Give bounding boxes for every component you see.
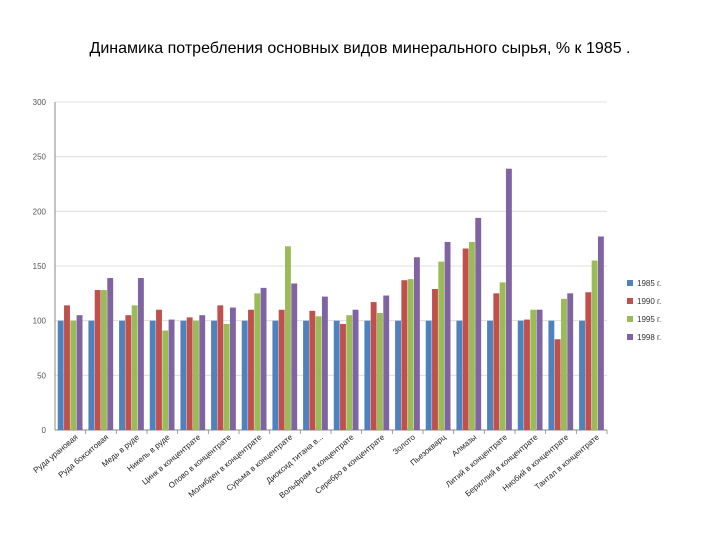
bar — [346, 315, 353, 430]
bar — [505, 168, 512, 430]
bar — [364, 320, 371, 430]
bar — [57, 320, 64, 430]
bars — [57, 168, 608, 434]
legend-swatch — [627, 280, 633, 286]
bar — [107, 278, 114, 430]
bar — [579, 320, 585, 430]
bar — [272, 320, 279, 430]
bar — [536, 309, 543, 430]
bar — [309, 310, 316, 430]
bar — [291, 283, 298, 430]
bar — [217, 305, 224, 430]
y-tick-label: 0 — [42, 426, 47, 435]
bar — [352, 309, 359, 430]
bar — [229, 307, 236, 430]
bar — [432, 288, 438, 430]
bar — [64, 305, 70, 430]
y-tick-label: 250 — [33, 153, 47, 162]
legend-label: 1995 г. — [637, 315, 661, 324]
bar — [149, 320, 156, 430]
bar — [517, 320, 524, 430]
bar — [260, 287, 267, 430]
bar — [70, 320, 77, 430]
bar — [119, 320, 125, 430]
bar — [340, 323, 346, 430]
bar — [561, 298, 567, 430]
bar — [88, 320, 95, 430]
bar — [493, 293, 500, 430]
legend-label: 1990 г. — [637, 297, 661, 306]
bar — [567, 293, 574, 430]
bar — [125, 315, 132, 430]
bar — [462, 248, 469, 430]
y-tick-label: 100 — [33, 317, 47, 326]
bar — [241, 320, 248, 430]
bar — [186, 317, 193, 430]
bar — [137, 278, 144, 430]
bar — [321, 296, 328, 430]
bar — [162, 330, 169, 430]
legend-label: 1985 г. — [637, 279, 661, 288]
bar — [425, 320, 432, 430]
bar — [199, 315, 206, 430]
bar — [248, 309, 254, 430]
bar — [315, 316, 322, 430]
bar — [499, 282, 506, 430]
bar — [168, 319, 175, 430]
bar — [554, 339, 561, 430]
bar — [548, 320, 555, 430]
bar — [597, 236, 604, 430]
bar — [180, 320, 187, 430]
bar — [407, 279, 414, 430]
grid-lines — [55, 101, 607, 376]
bar — [475, 217, 482, 430]
legend-swatch — [627, 334, 633, 340]
bar — [401, 280, 408, 430]
legend-label: 1998 г. — [637, 333, 661, 342]
bar — [591, 260, 598, 430]
bar — [278, 309, 285, 430]
x-tick-label: Диоксид титана в... — [264, 433, 325, 486]
bar — [585, 292, 592, 430]
bar — [94, 290, 101, 430]
bar — [131, 305, 138, 430]
bar — [156, 309, 162, 430]
bar — [469, 241, 475, 430]
legend-swatch — [627, 316, 633, 322]
y-tick-label: 50 — [37, 371, 46, 380]
bar — [76, 315, 83, 430]
chart-title: Динамика потребления основных видов мине… — [89, 40, 631, 57]
bar — [444, 241, 451, 430]
bar — [383, 295, 390, 430]
bar — [524, 319, 530, 430]
y-tick-label: 300 — [33, 98, 47, 107]
bar — [413, 257, 420, 430]
bar — [193, 320, 199, 430]
bar — [223, 323, 230, 430]
bar — [377, 313, 383, 430]
y-tick-label: 200 — [33, 207, 47, 216]
bar — [395, 320, 401, 430]
bar — [456, 320, 463, 430]
bar — [487, 320, 493, 430]
bar — [211, 320, 217, 430]
x-tick-label: Алмазы — [450, 432, 478, 458]
bar — [303, 320, 309, 430]
bar — [101, 290, 107, 430]
y-tick-label: 150 — [33, 262, 47, 271]
bar — [254, 293, 261, 430]
x-tick-label: Золото — [391, 432, 417, 456]
legend-swatch — [627, 298, 633, 304]
bar — [285, 246, 291, 430]
bar — [530, 309, 537, 430]
legend: 1985 г. 1990 г. 1995 г. 1998 г. — [627, 279, 661, 342]
bar — [370, 302, 377, 430]
bar — [333, 320, 340, 430]
bar — [438, 261, 445, 430]
